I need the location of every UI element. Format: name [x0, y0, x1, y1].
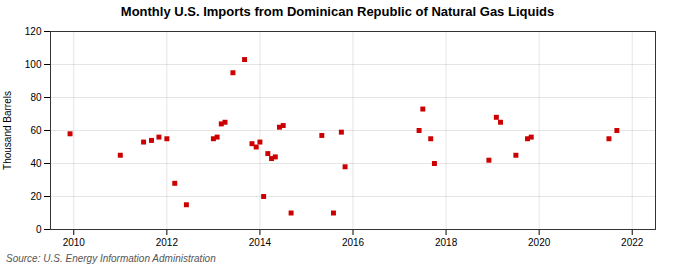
- svg-text:60: 60: [30, 125, 42, 136]
- html-text:Source: U.S. Energy Informatio: Source: U.S. Energy Information Administ…: [6, 253, 216, 264]
- svg-text:2022: 2022: [621, 237, 644, 248]
- svg-text:20: 20: [30, 191, 42, 202]
- svg-text:120: 120: [25, 26, 42, 37]
- svg-text:2012: 2012: [156, 237, 179, 248]
- svg-text:Thousand Barrels: Thousand Barrels: [2, 91, 13, 170]
- svg-text:100: 100: [25, 59, 42, 70]
- svg-text:0: 0: [36, 224, 42, 235]
- svg-text:2014: 2014: [249, 237, 272, 248]
- svg-text:80: 80: [30, 92, 42, 103]
- svg-text:2010: 2010: [63, 237, 86, 248]
- svg-text:2018: 2018: [435, 237, 458, 248]
- svg-text:2020: 2020: [528, 237, 551, 248]
- svg-text:40: 40: [30, 158, 42, 169]
- html-text:Monthly U.S. Imports from Domi: Monthly U.S. Imports from Dominican Repu…: [120, 4, 555, 19]
- svg-text:2016: 2016: [342, 237, 365, 248]
